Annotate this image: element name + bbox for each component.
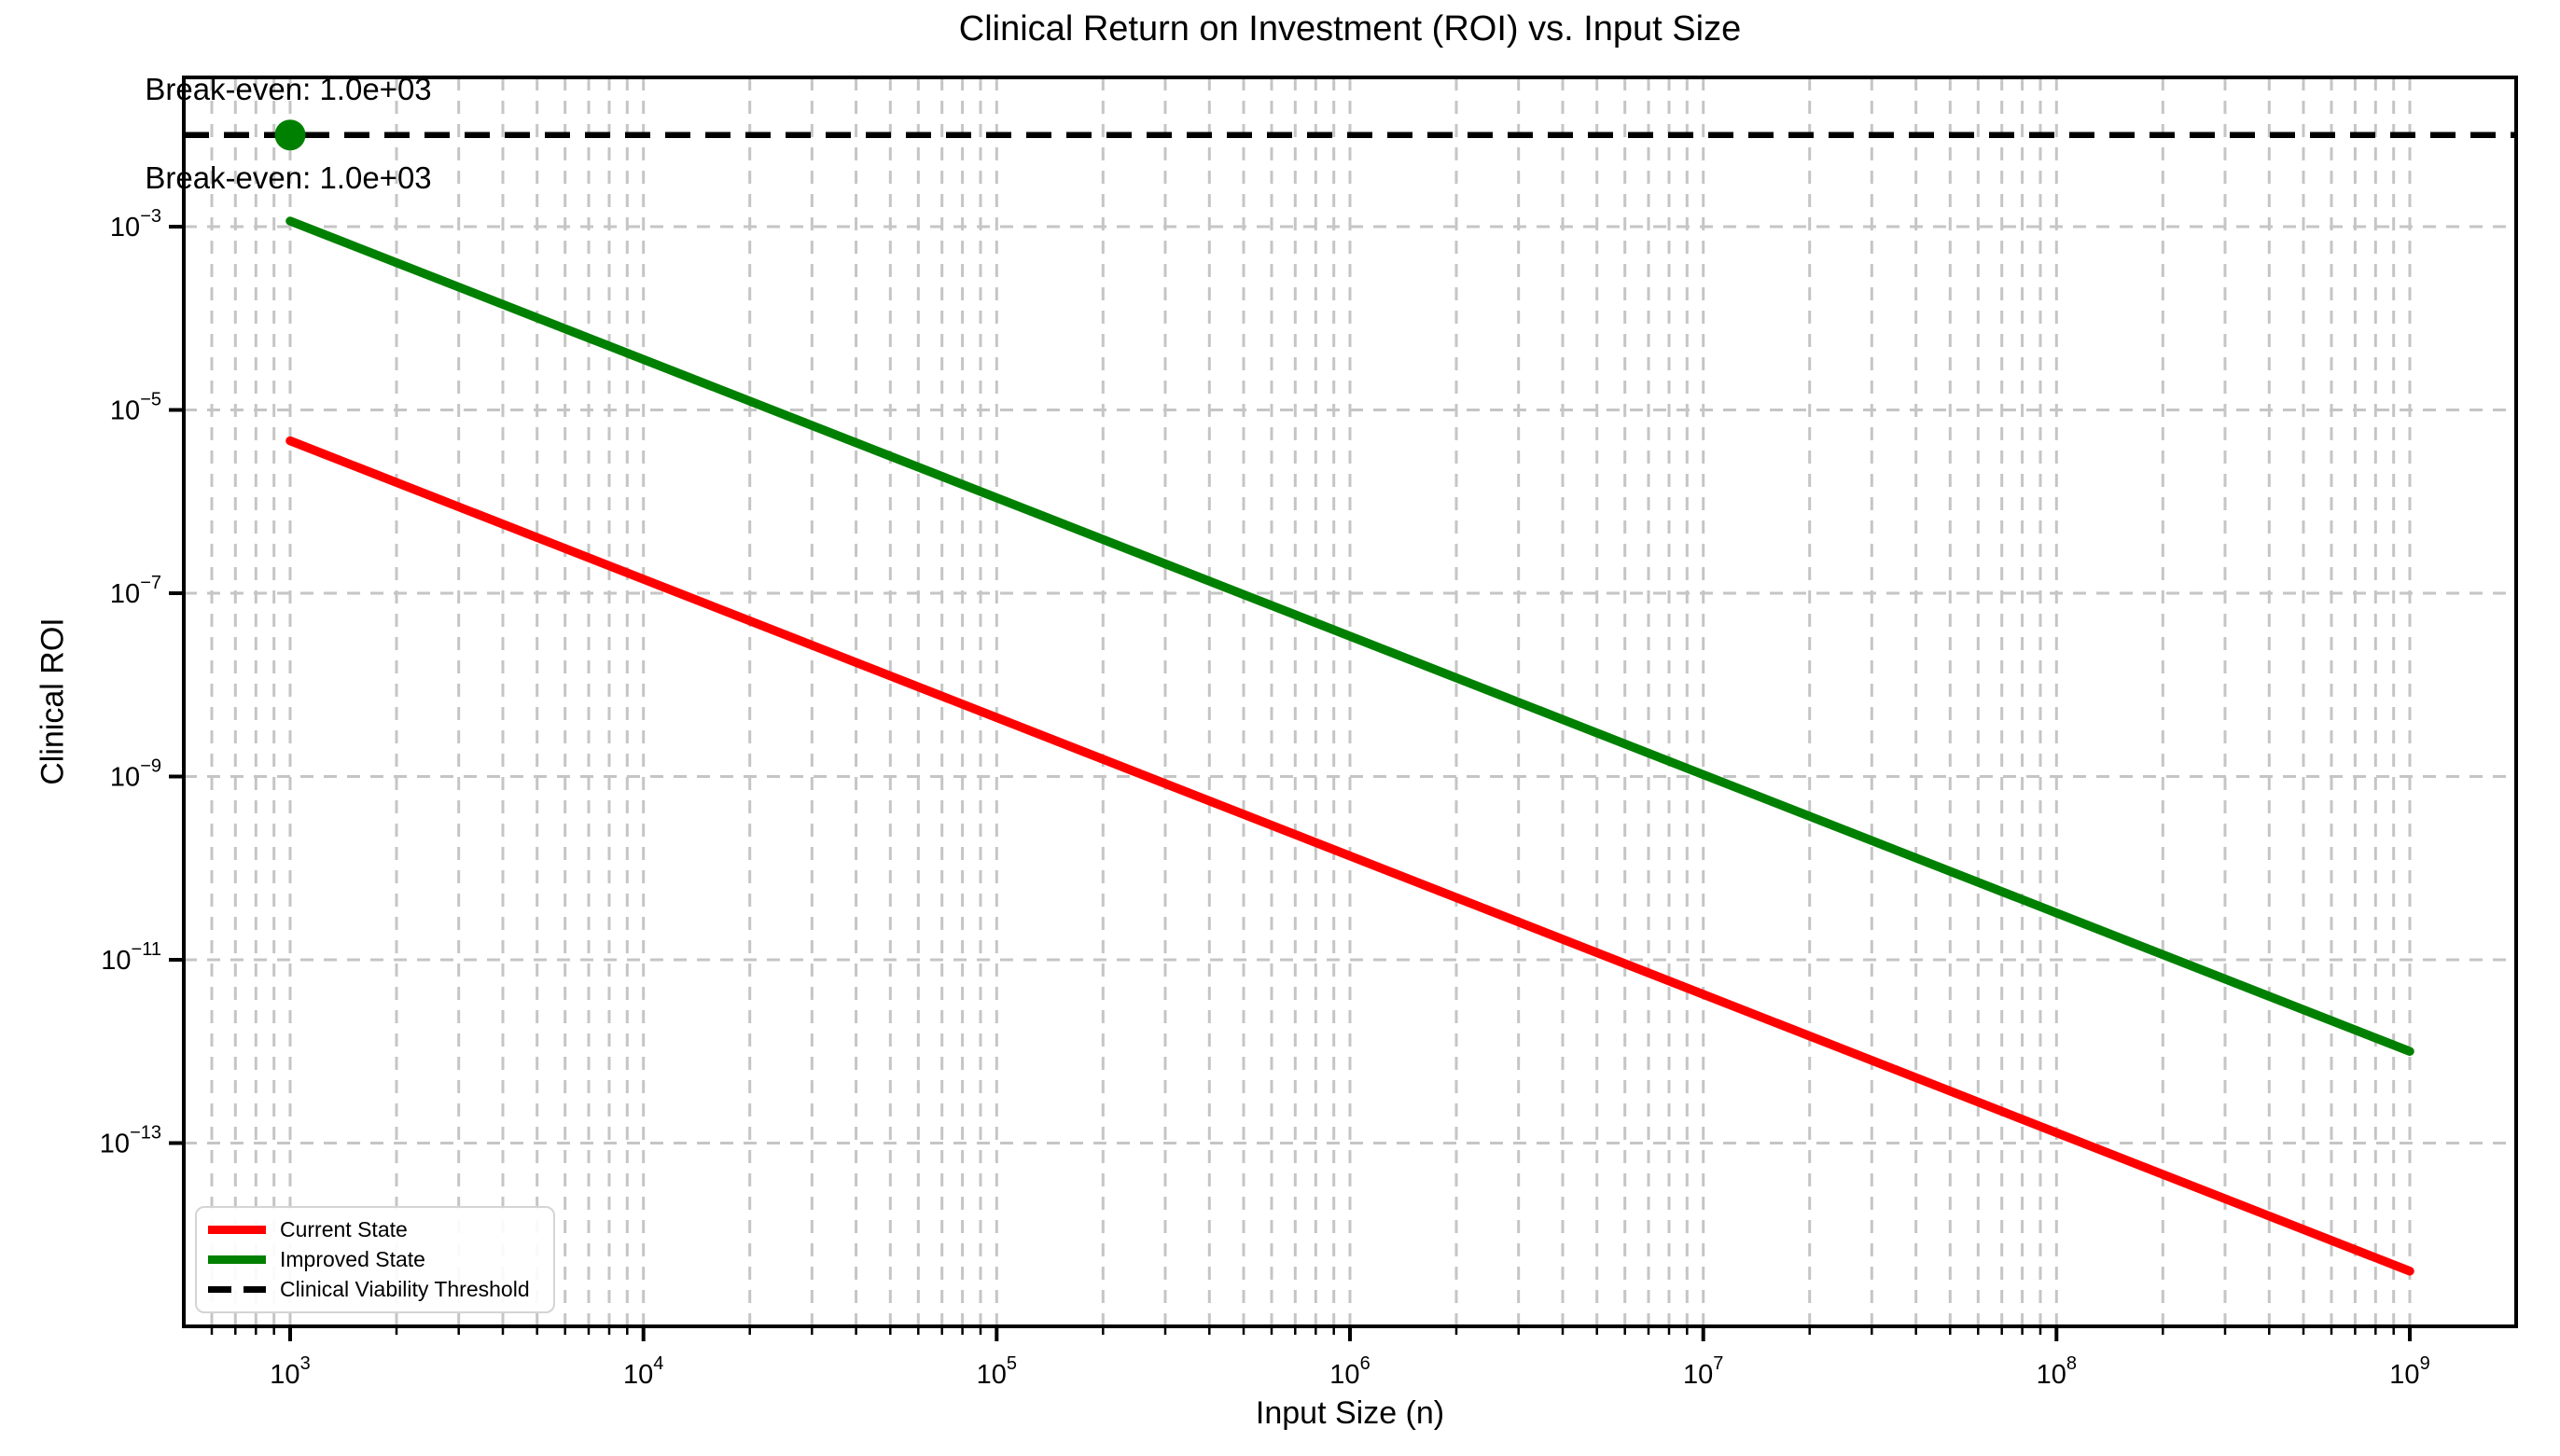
- chart-title: Clinical Return on Investment (ROI) vs. …: [958, 9, 1742, 49]
- x-tick-label: 104: [623, 1353, 663, 1390]
- legend-item-current-state: Current State: [208, 1217, 542, 1242]
- y-tick-label: 10−5: [110, 390, 161, 426]
- x-tick-label: 106: [1329, 1353, 1370, 1390]
- legend-label-viability-threshold: Clinical Viability Threshold: [280, 1277, 530, 1301]
- legend-swatch-improved-state: [208, 1255, 266, 1264]
- y-tick-label: 10−9: [110, 756, 161, 793]
- legend-item-viability-threshold: Clinical Viability Threshold: [208, 1277, 542, 1302]
- legend-swatch-current-state: [208, 1226, 266, 1234]
- legend-item-improved-state: Improved State: [208, 1247, 542, 1272]
- y-tick-label: 10−11: [101, 939, 161, 976]
- y-tick-label: 10−7: [110, 573, 161, 609]
- y-axis-label: Clinical ROI: [35, 617, 71, 785]
- series-line-current-state: [285, 436, 2414, 1276]
- legend-label-improved-state: Improved State: [280, 1247, 425, 1271]
- break-even-annotation-above: Break-even: 1.0e+03: [145, 72, 432, 106]
- y-tick-label: 10−3: [110, 206, 161, 243]
- legend-label-current-state: Current State: [280, 1217, 408, 1241]
- y-tick-label: 10−13: [100, 1123, 161, 1159]
- x-tick-label: 103: [270, 1353, 310, 1390]
- x-axis-label: Input Size (n): [1255, 1395, 1445, 1431]
- series-line-improved-state: [285, 216, 2414, 1056]
- x-tick-label: 105: [977, 1353, 1017, 1390]
- break-even-annotation-below: Break-even: 1.0e+03: [145, 160, 432, 195]
- x-tick-label: 108: [2037, 1353, 2077, 1390]
- break-even-marker: [274, 119, 306, 151]
- legend: Current State Improved State Clinical Vi…: [195, 1206, 555, 1313]
- x-tick-label: 107: [1683, 1353, 1723, 1390]
- legend-swatch-viability-threshold: [208, 1286, 266, 1293]
- x-tick-label: 109: [2389, 1353, 2429, 1390]
